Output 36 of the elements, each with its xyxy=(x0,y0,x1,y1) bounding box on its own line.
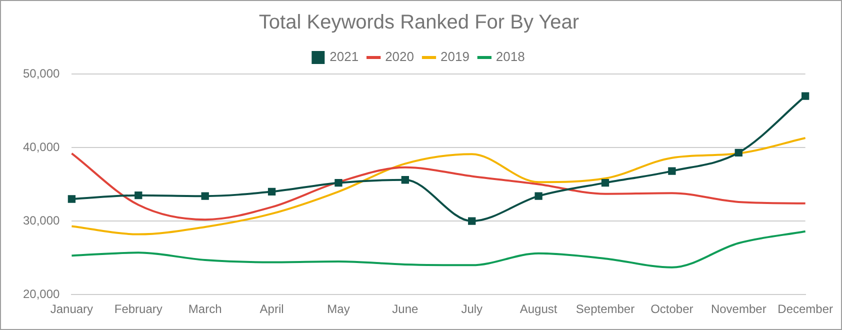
x-tick-label: May xyxy=(327,302,350,316)
point xyxy=(734,148,742,157)
point xyxy=(668,167,676,175)
x-tick-label: March xyxy=(188,302,222,316)
point xyxy=(201,192,209,200)
y-tick-label: 30,000 xyxy=(23,213,60,228)
x-tick-label: November xyxy=(710,302,766,316)
y-tick-label: 20,000 xyxy=(23,286,60,301)
point xyxy=(468,217,476,225)
point xyxy=(601,179,610,187)
x-tick-label: June xyxy=(392,302,418,316)
x-tick-label: January xyxy=(50,302,94,316)
x-tick-label: September xyxy=(576,302,635,316)
y-tick-label: 40,000 xyxy=(23,140,60,154)
x-tick-label: October xyxy=(650,302,694,316)
x-tick-label: July xyxy=(461,302,483,316)
line-series xyxy=(70,230,806,268)
x-tick-label: February xyxy=(114,302,162,316)
y-tick-label: 50,000 xyxy=(23,66,60,80)
point xyxy=(334,179,342,187)
x-tick-label: August xyxy=(520,302,558,316)
legend-label: 2020 xyxy=(385,49,414,64)
x-tick-label: April xyxy=(260,302,284,316)
point xyxy=(534,192,542,200)
point xyxy=(68,195,76,203)
legend-label: 2018 xyxy=(496,49,525,64)
line-series xyxy=(70,136,806,236)
legend-label: 2021 xyxy=(330,49,359,64)
line-series xyxy=(70,152,806,221)
chart-title: Total Keywords Ranked For By Year xyxy=(258,12,580,34)
legend-label: 2019 xyxy=(440,49,470,64)
point xyxy=(134,192,142,200)
point xyxy=(268,188,276,196)
x-tick-label: December xyxy=(778,302,834,316)
point xyxy=(401,176,409,184)
point xyxy=(801,92,810,100)
